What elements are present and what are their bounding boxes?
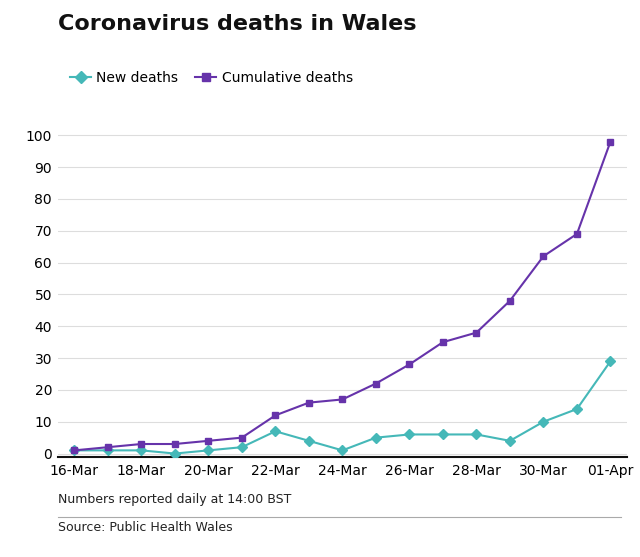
Text: Numbers reported daily at 14:00 BST: Numbers reported daily at 14:00 BST xyxy=(58,493,291,506)
Text: Source: Public Health Wales: Source: Public Health Wales xyxy=(58,521,232,534)
Legend: New deaths, Cumulative deaths: New deaths, Cumulative deaths xyxy=(65,65,358,91)
Text: Coronavirus deaths in Wales: Coronavirus deaths in Wales xyxy=(58,14,416,34)
